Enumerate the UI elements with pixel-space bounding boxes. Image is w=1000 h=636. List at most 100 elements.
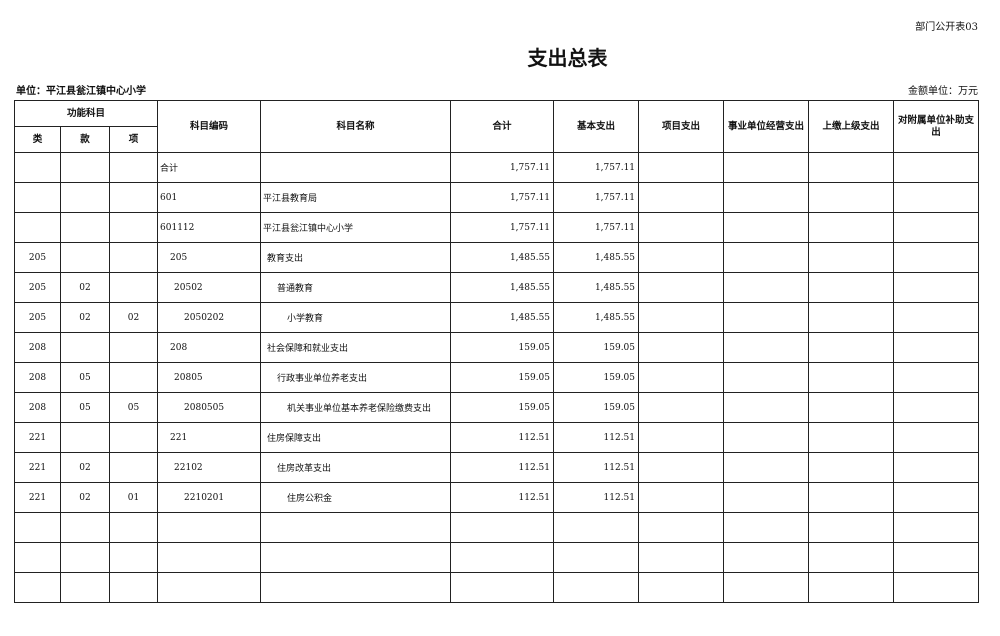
cell-xiang (108, 452, 159, 483)
cell-empty (450, 572, 555, 603)
cell-code: 221 (157, 422, 262, 453)
cell-code: 601 (157, 182, 262, 213)
cell-code: 2080505 (157, 392, 262, 423)
cell-lei: 205 (14, 302, 61, 333)
cell-lei: 208 (14, 392, 61, 423)
cell-empty (638, 392, 725, 423)
cell-empty (893, 242, 980, 273)
cell-total: 1,757.11 (450, 152, 555, 183)
cell-lei: 221 (14, 482, 61, 513)
cell-empty (723, 212, 810, 243)
cell-name (260, 152, 452, 183)
table-row: 205 02 20502 普通教育 1,485.55 1,485.55 (14, 272, 980, 303)
cell-empty (808, 422, 895, 453)
cell-empty (260, 542, 452, 573)
cell-empty (893, 452, 980, 483)
cell-empty (638, 512, 725, 543)
empty-row (14, 512, 980, 543)
cell-empty (638, 482, 725, 513)
cell-xiang (108, 152, 159, 183)
header-xiang: 项 (108, 126, 159, 153)
cell-empty (260, 572, 452, 603)
cell-lei (14, 152, 61, 183)
cell-empty (638, 422, 725, 453)
cell-xiang: 05 (108, 392, 159, 423)
page-title: 支出总表 (527, 46, 608, 70)
cell-code: 2050202 (157, 302, 262, 333)
cell-empty (808, 512, 895, 543)
cell-lei: 208 (14, 332, 61, 363)
table-row: 601112 平江县瓮江镇中心小学 1,757.11 1,757.11 (14, 212, 980, 243)
table-row: 208 05 20805 行政事业单位养老支出 159.05 159.05 (14, 362, 980, 393)
cell-empty (638, 182, 725, 213)
cell-basic: 112.51 (553, 482, 640, 513)
cell-kuan: 02 (60, 272, 110, 303)
empty-row (14, 572, 980, 603)
cell-empty (108, 542, 159, 573)
cell-empty (638, 242, 725, 273)
header-project: 项目支出 (638, 100, 725, 153)
cell-empty (808, 242, 895, 273)
cell-lei: 221 (14, 422, 61, 453)
cell-empty (808, 272, 895, 303)
cell-code: 22102 (157, 452, 262, 483)
cell-xiang (108, 272, 159, 303)
cell-kuan: 02 (60, 302, 110, 333)
cell-empty (638, 332, 725, 363)
cell-total: 1,485.55 (450, 242, 555, 273)
cell-basic: 1,485.55 (553, 242, 640, 273)
cell-xiang (108, 422, 159, 453)
cell-empty (723, 242, 810, 273)
cell-empty (723, 482, 810, 513)
cell-empty (893, 182, 980, 213)
cell-name: 小学教育 (260, 302, 452, 333)
header-lei: 类 (14, 126, 61, 153)
cell-empty (638, 152, 725, 183)
cell-empty (157, 512, 262, 543)
cell-empty (638, 572, 725, 603)
cell-empty (808, 332, 895, 363)
cell-basic: 1,757.11 (553, 152, 640, 183)
cell-empty (893, 392, 980, 423)
cell-empty (893, 302, 980, 333)
header-code: 科目编码 (157, 100, 262, 153)
cell-empty (808, 482, 895, 513)
cell-name: 住房保障支出 (260, 422, 452, 453)
cell-basic: 159.05 (553, 332, 640, 363)
cell-kuan: 05 (60, 362, 110, 393)
cell-empty (723, 362, 810, 393)
cell-empty (723, 572, 810, 603)
cell-empty (723, 422, 810, 453)
cell-name: 平江县瓮江镇中心小学 (260, 212, 452, 243)
cell-lei: 205 (14, 272, 61, 303)
cell-basic: 1,485.55 (553, 272, 640, 303)
cell-empty (14, 512, 61, 543)
table-row: 221 02 01 2210201 住房公积金 112.51 112.51 (14, 482, 980, 513)
cell-name: 平江县教育局 (260, 182, 452, 213)
cell-total: 1,485.55 (450, 302, 555, 333)
cell-name: 机关事业单位基本养老保险缴费支出 (260, 392, 452, 423)
table-row: 合计 1,757.11 1,757.11 (14, 152, 980, 183)
money-unit-label: 金额单位：万元 (908, 86, 978, 97)
cell-total: 112.51 (450, 482, 555, 513)
cell-empty (893, 362, 980, 393)
table-row: 601 平江县教育局 1,757.11 1,757.11 (14, 182, 980, 213)
cell-name: 行政事业单位养老支出 (260, 362, 452, 393)
cell-empty (157, 542, 262, 573)
expenditure-table: 功能科目 科目编码 科目名称 合计 基本支出 项目支出 事业单位经营支出 上缴上… (13, 100, 980, 603)
cell-empty (723, 452, 810, 483)
cell-empty (893, 212, 980, 243)
unit-label: 单位：平江县瓮江镇中心小学 (16, 86, 146, 97)
cell-empty (808, 302, 895, 333)
cell-basic: 1,485.55 (553, 302, 640, 333)
cell-empty (808, 362, 895, 393)
cell-code: 合计 (157, 152, 262, 183)
table-row: 205 205 教育支出 1,485.55 1,485.55 (14, 242, 980, 273)
cell-lei (14, 212, 61, 243)
cell-empty (553, 512, 640, 543)
cell-empty (450, 542, 555, 573)
cell-empty (60, 542, 110, 573)
cell-empty (808, 182, 895, 213)
cell-code: 208 (157, 332, 262, 363)
cell-empty (723, 392, 810, 423)
